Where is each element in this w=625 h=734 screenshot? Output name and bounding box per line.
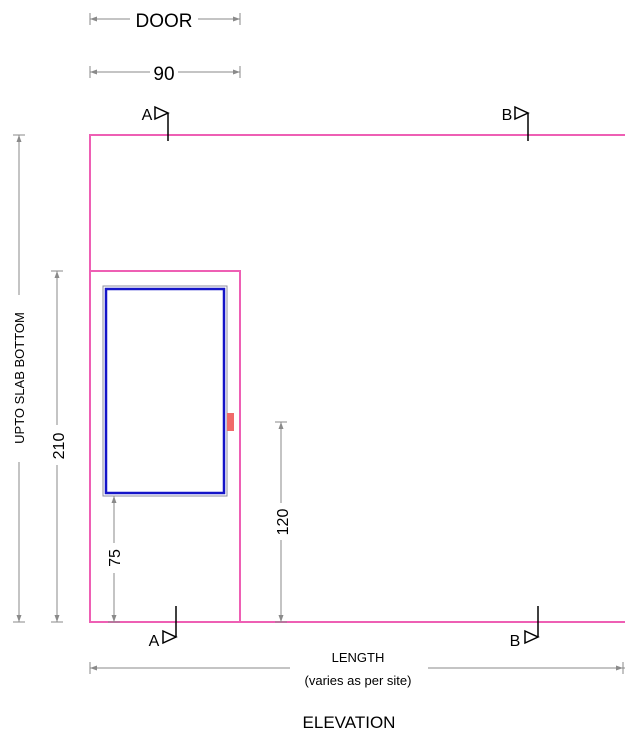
wall-outline (89, 134, 625, 623)
door-height-dimension: 210 (51, 270, 68, 623)
length-dimension: LENGTH (varies as per site) (89, 650, 625, 688)
window-frame (104, 287, 226, 495)
wall-height-dimension: UPTO SLAB BOTTOM (12, 134, 27, 623)
section-a-top-label: A (142, 107, 153, 124)
section-mark-a-bottom: A (149, 606, 178, 650)
wall-height-label: UPTO SLAB BOTTOM (12, 312, 27, 444)
section-mark-b-bottom: B (510, 606, 540, 650)
door-label: DOOR (136, 11, 193, 32)
length-note: (varies as per site) (305, 673, 412, 688)
handle-height-value: 120 (275, 509, 292, 536)
handle-height-dimension: 120 (275, 421, 292, 623)
door-width-dimension: 90 (89, 64, 241, 85)
length-label: LENGTH (332, 650, 385, 665)
section-mark-a-top: A (142, 105, 170, 141)
section-a-bottom-label: A (149, 633, 160, 650)
door-label-dimension: DOOR (89, 11, 241, 32)
door-height-value: 210 (51, 433, 68, 460)
section-mark-b-top: B (502, 105, 530, 141)
section-b-top-label: B (502, 107, 513, 124)
door-width-value: 90 (153, 64, 174, 85)
window-sill-value: 75 (107, 549, 124, 567)
window-outer-frame (102, 285, 228, 497)
window-sill-dimension: 75 (107, 496, 124, 623)
section-b-bottom-label: B (510, 633, 521, 650)
door-outline (90, 270, 241, 622)
door-handle (227, 413, 234, 431)
drawing-title: ELEVATION (303, 713, 396, 732)
